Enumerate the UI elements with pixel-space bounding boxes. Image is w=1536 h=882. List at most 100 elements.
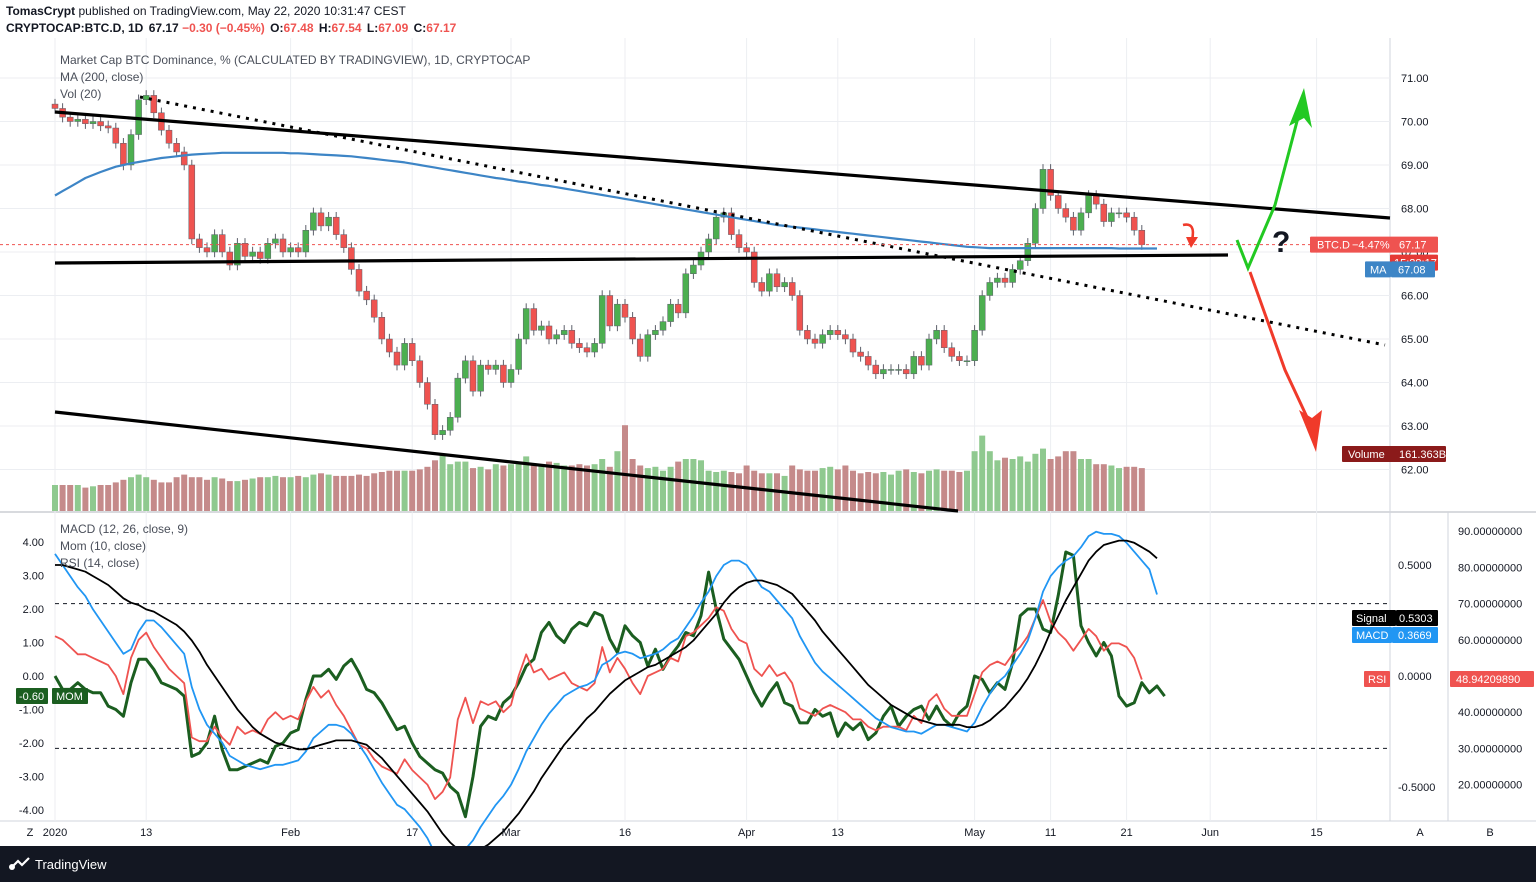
volume-bar bbox=[1116, 468, 1122, 511]
footer-brand: TradingView bbox=[35, 856, 107, 872]
candle-body bbox=[370, 299, 378, 318]
legend-main[interactable]: Market Cap BTC Dominance, % (CALCULATED … bbox=[60, 53, 530, 67]
symbol-name[interactable]: CRYPTOCAP:BTC.D, 1D bbox=[6, 21, 144, 35]
candle-body bbox=[880, 369, 887, 375]
volume-bar bbox=[1078, 459, 1084, 511]
volume-bar bbox=[842, 465, 849, 511]
volume-bar bbox=[485, 469, 492, 511]
volume-bar bbox=[660, 470, 666, 511]
volume-bar bbox=[394, 470, 400, 511]
volume-bar bbox=[652, 466, 659, 511]
candle-body bbox=[674, 303, 682, 314]
volume-bar bbox=[120, 479, 127, 511]
candle-body bbox=[598, 295, 606, 344]
trendline-drawings bbox=[0, 88, 1391, 513]
high-label: H: bbox=[318, 21, 332, 35]
candle-body bbox=[1062, 208, 1070, 218]
volume-bar bbox=[416, 469, 423, 511]
volume-bar bbox=[857, 473, 864, 511]
candle-body bbox=[1009, 269, 1016, 283]
candle-body bbox=[568, 330, 576, 344]
candle-body bbox=[112, 127, 120, 144]
btcd-price-tag bbox=[1310, 236, 1438, 253]
volume-bar bbox=[500, 465, 507, 511]
volume-bar bbox=[424, 466, 431, 511]
indicator-lines bbox=[53, 530, 1166, 846]
candle-body bbox=[332, 216, 340, 235]
mom-tick-label: -3.00 bbox=[19, 772, 44, 784]
legend-rsi[interactable]: RSI (14, close) bbox=[60, 556, 139, 570]
candle-body bbox=[127, 134, 135, 166]
horizontal-support-line bbox=[54, 253, 1229, 265]
price-tick-label: 69.00 bbox=[1401, 160, 1429, 172]
chart-canvas[interactable]: 2020 13 Feb 17 Mar 16 Apr 13 May 11 21 Jun 15 Z A B 71.0… bbox=[0, 38, 1536, 846]
candle-body bbox=[1115, 212, 1123, 215]
legend-macd[interactable]: MACD (12, 26, close, 9) bbox=[60, 522, 188, 536]
candle-body bbox=[553, 334, 560, 340]
volume-bar bbox=[340, 475, 347, 511]
volume-bar bbox=[112, 482, 119, 511]
time-tick-label: Jun bbox=[1201, 827, 1219, 839]
candle-body bbox=[849, 338, 857, 353]
open-value: 67.48 bbox=[283, 21, 314, 35]
candle-body bbox=[522, 308, 530, 340]
volume-bar bbox=[181, 474, 188, 511]
candle-body bbox=[142, 95, 150, 101]
candle-body bbox=[659, 321, 667, 331]
volume-bar bbox=[1040, 448, 1046, 511]
publish-info: published on TradingView.com, May 22, 20… bbox=[78, 4, 406, 18]
volume-bar bbox=[128, 477, 134, 511]
volume-bar bbox=[614, 451, 621, 511]
ma-value-tag bbox=[1391, 261, 1435, 278]
candle-body bbox=[872, 364, 880, 375]
candle-body bbox=[560, 330, 568, 335]
candle-body bbox=[1108, 212, 1115, 222]
candle-body bbox=[477, 364, 484, 392]
candle-body bbox=[887, 369, 895, 371]
volume-bar bbox=[371, 473, 378, 511]
volume-bar bbox=[272, 475, 279, 511]
volume-bar bbox=[150, 479, 157, 511]
volume-bar bbox=[226, 481, 233, 511]
rsi-tick-label: 90.00000000 bbox=[1458, 526, 1522, 538]
candle-body bbox=[583, 347, 591, 353]
price-tick-label: 70.00 bbox=[1401, 117, 1429, 129]
volume-bar bbox=[530, 464, 537, 511]
candle-body bbox=[416, 360, 424, 383]
tradingview-logo[interactable]: TradingView bbox=[8, 857, 107, 872]
legend-vol[interactable]: Vol (20) bbox=[60, 87, 101, 101]
volume-bar bbox=[888, 474, 894, 511]
author-name[interactable]: TomasCrypt bbox=[6, 4, 76, 18]
volume-tag bbox=[1342, 446, 1446, 462]
legend-mom[interactable]: Mom (10, close) bbox=[60, 539, 146, 553]
candle-body bbox=[621, 303, 629, 318]
candle-body bbox=[317, 212, 325, 227]
volume-bar bbox=[515, 461, 522, 511]
volume-bar bbox=[363, 475, 370, 511]
volume-bar bbox=[52, 485, 58, 511]
price-tick-label: 68.00 bbox=[1401, 204, 1429, 216]
legend-ma[interactable]: MA (200, close) bbox=[60, 70, 143, 84]
candle-body bbox=[1032, 208, 1039, 244]
symbol-line: CRYPTOCAP:BTC.D, 1D 67.17 −0.30 (−0.45%)… bbox=[6, 21, 456, 35]
candle-body bbox=[842, 334, 849, 340]
candle-body bbox=[165, 129, 173, 144]
volume-bar bbox=[492, 464, 499, 511]
volume-bar bbox=[1017, 456, 1024, 511]
volume-bar bbox=[188, 477, 195, 511]
candle-body bbox=[1054, 195, 1062, 209]
time-tick-label: Feb bbox=[281, 827, 300, 839]
candle-body bbox=[287, 247, 294, 253]
volume-bar bbox=[682, 459, 689, 511]
volume-bar bbox=[812, 470, 818, 511]
candle-body bbox=[446, 417, 454, 431]
chart-header: TomasCrypt published on TradingView.com,… bbox=[0, 0, 1536, 38]
volume-bar bbox=[1002, 457, 1008, 511]
signal-value-tag bbox=[1396, 610, 1438, 626]
candle-body bbox=[1123, 212, 1130, 218]
green-arrow-path bbox=[1235, 109, 1302, 272]
candle-body bbox=[51, 103, 59, 109]
question-mark: ? bbox=[1272, 226, 1290, 259]
rsi-line bbox=[54, 599, 1143, 800]
volume-tag-value: 161.363B bbox=[1399, 449, 1446, 461]
